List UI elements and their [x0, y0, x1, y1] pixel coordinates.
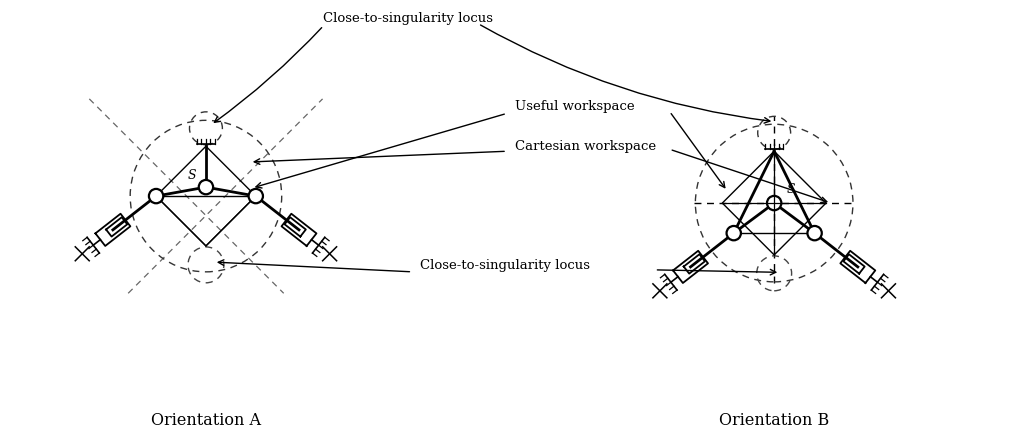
Text: Useful workspace: Useful workspace: [515, 100, 634, 113]
Circle shape: [727, 226, 741, 240]
Text: S: S: [787, 183, 796, 196]
Circle shape: [199, 180, 213, 194]
Text: S: S: [188, 168, 196, 181]
Text: Orientation B: Orientation B: [719, 412, 829, 429]
Circle shape: [249, 189, 263, 203]
Circle shape: [767, 196, 782, 210]
Text: Cartesian workspace: Cartesian workspace: [515, 140, 656, 153]
Circle shape: [807, 226, 822, 240]
Text: Close-to-singularity locus: Close-to-singularity locus: [420, 259, 591, 272]
Circle shape: [149, 189, 163, 203]
Text: Close-to-singularity locus: Close-to-singularity locus: [324, 12, 493, 25]
Text: Orientation A: Orientation A: [151, 412, 261, 429]
